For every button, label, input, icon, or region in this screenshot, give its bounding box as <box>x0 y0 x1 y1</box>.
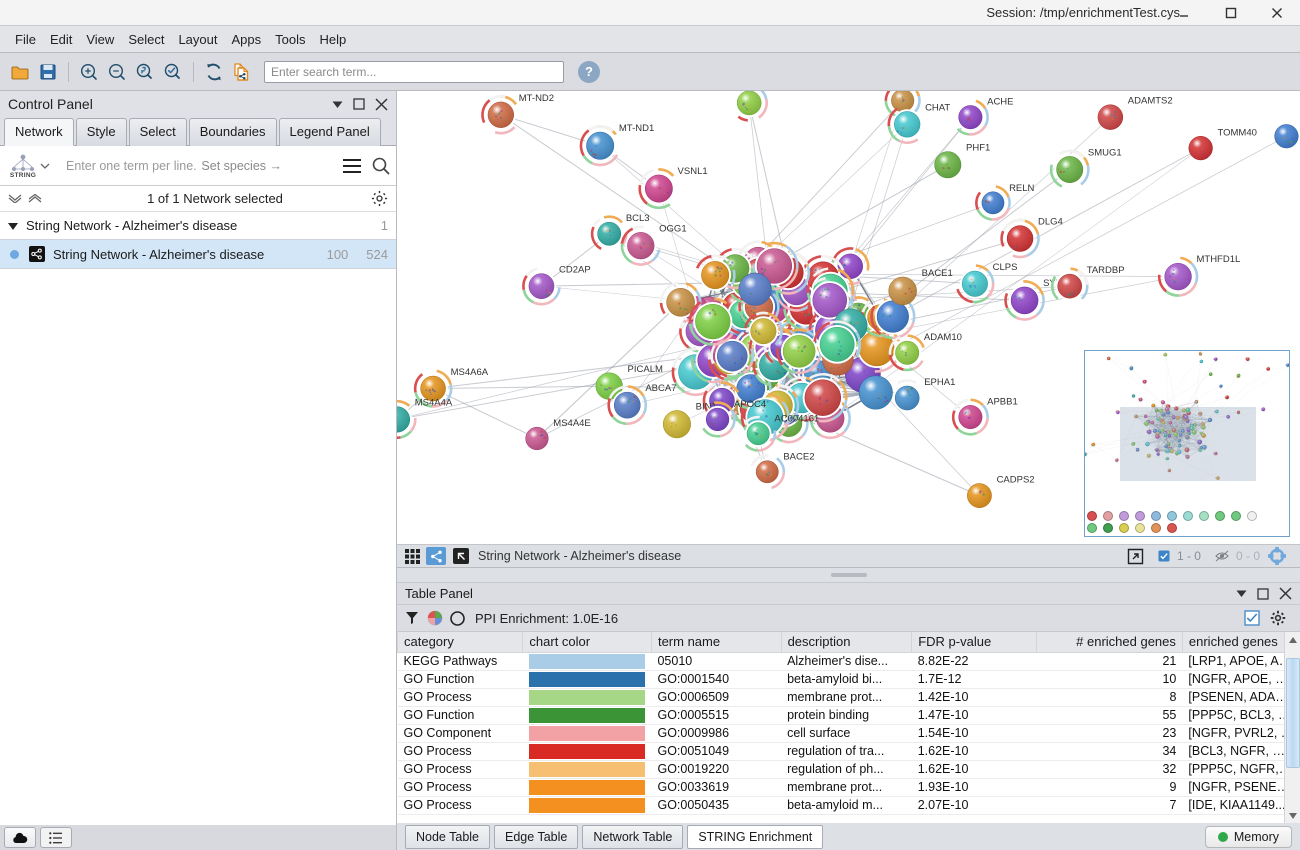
svg-text:VSNL1: VSNL1 <box>678 166 708 177</box>
svg-text:BACE1: BACE1 <box>922 268 953 279</box>
svg-text:MS4A4A: MS4A4A <box>415 398 453 409</box>
svg-text:CLPS: CLPS <box>993 262 1018 273</box>
svg-text:CHAT: CHAT <box>925 102 950 113</box>
svg-text:DLG4: DLG4 <box>1038 217 1063 228</box>
svg-text:ABCA7: ABCA7 <box>645 383 676 394</box>
svg-text:APOC4: APOC4 <box>734 399 766 410</box>
svg-text:OGG1: OGG1 <box>659 223 686 234</box>
svg-text:GAB2: GAB2 <box>766 91 791 93</box>
svg-text:SMUG1: SMUG1 <box>1088 147 1122 158</box>
svg-text:EPHA1: EPHA1 <box>924 377 955 388</box>
svg-text:CADPS2: CADPS2 <box>997 474 1035 485</box>
svg-text:MT-ND2: MT-ND2 <box>519 93 554 104</box>
svg-text:RELN: RELN <box>1009 183 1034 194</box>
svg-text:MT-ND1: MT-ND1 <box>619 123 654 134</box>
svg-text:AC004161: AC004161 <box>774 414 819 425</box>
svg-text:ADAM10: ADAM10 <box>924 332 962 343</box>
svg-text:MS4A6A: MS4A6A <box>451 367 489 378</box>
svg-text:MS4A4E: MS4A4E <box>553 418 591 429</box>
svg-text:APBB1: APBB1 <box>987 396 1018 407</box>
svg-text:CD2AP: CD2AP <box>559 265 591 276</box>
svg-text:BACE2: BACE2 <box>783 452 814 463</box>
svg-text:TOMM40: TOMM40 <box>1218 127 1257 138</box>
svg-text:ADAMTS2: ADAMTS2 <box>1128 96 1173 107</box>
svg-text:PICALM: PICALM <box>628 364 663 375</box>
svg-text:TARDBP: TARDBP <box>1087 265 1125 276</box>
svg-text:ACHE: ACHE <box>987 96 1013 107</box>
svg-text:MTHFD1L: MTHFD1L <box>1196 254 1240 265</box>
svg-text:PHF1: PHF1 <box>966 143 990 154</box>
svg-text:BCL3: BCL3 <box>626 213 650 224</box>
